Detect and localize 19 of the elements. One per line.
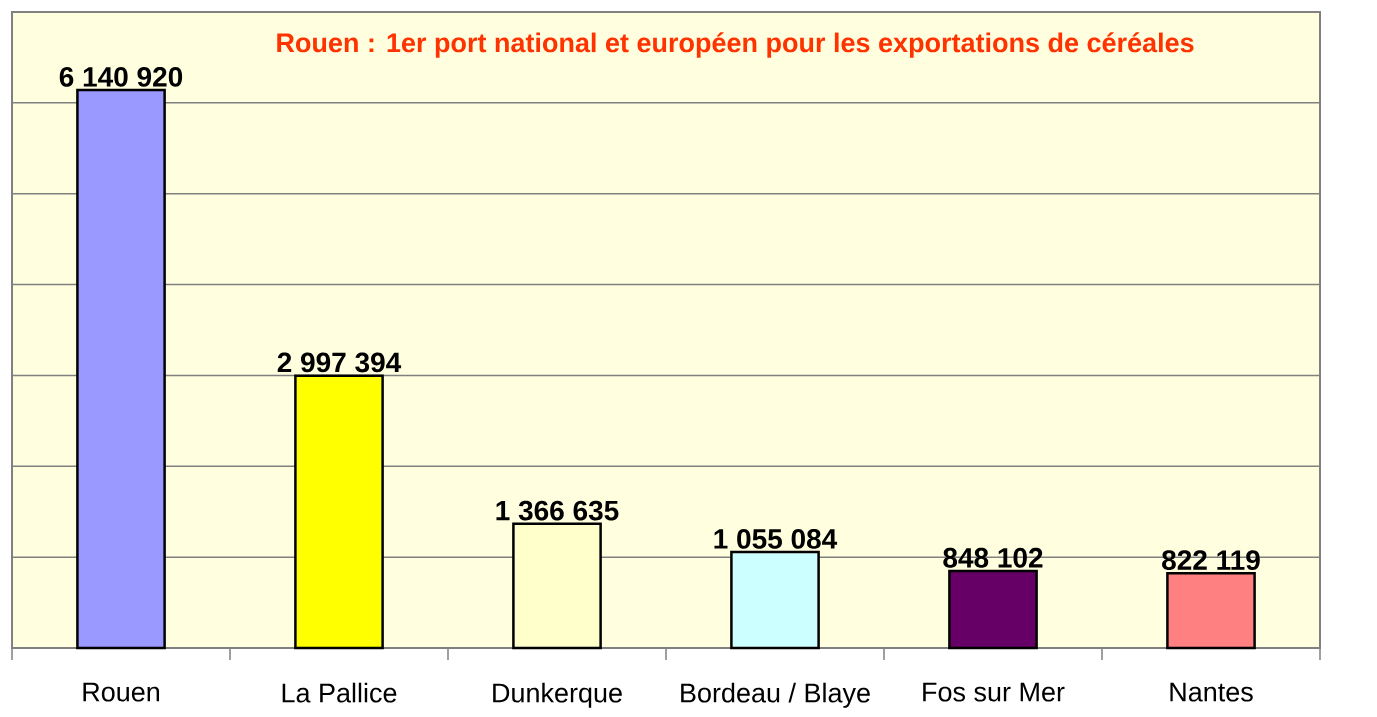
bar xyxy=(76,88,166,650)
data-label: 822 119 xyxy=(1162,550,1260,571)
bar xyxy=(730,550,820,650)
data-label: 2 997 394 xyxy=(277,352,402,373)
data-label: 1 055 084 xyxy=(714,529,838,549)
bar xyxy=(948,569,1038,650)
data-label: 848 102 xyxy=(943,547,1043,568)
x-tick-label: Fos sur Mer xyxy=(923,682,1065,702)
data-label: 6 140 920 xyxy=(59,66,183,87)
x-tick-label: Dunkerque xyxy=(493,682,622,708)
bar xyxy=(294,374,384,650)
data-label: 1 366 635 xyxy=(496,500,619,521)
x-tick-label: Bordeau / Blaye xyxy=(681,682,870,708)
bar xyxy=(1166,572,1256,650)
x-tick-label: Rouen xyxy=(83,682,160,702)
bar xyxy=(512,522,602,650)
text: Rouen : 1er port national et européen pour les exportations de céréales xyxy=(277,32,1194,58)
x-tick-label: Nantes xyxy=(1170,682,1253,702)
x-tick-label: La Pallice xyxy=(282,682,397,703)
